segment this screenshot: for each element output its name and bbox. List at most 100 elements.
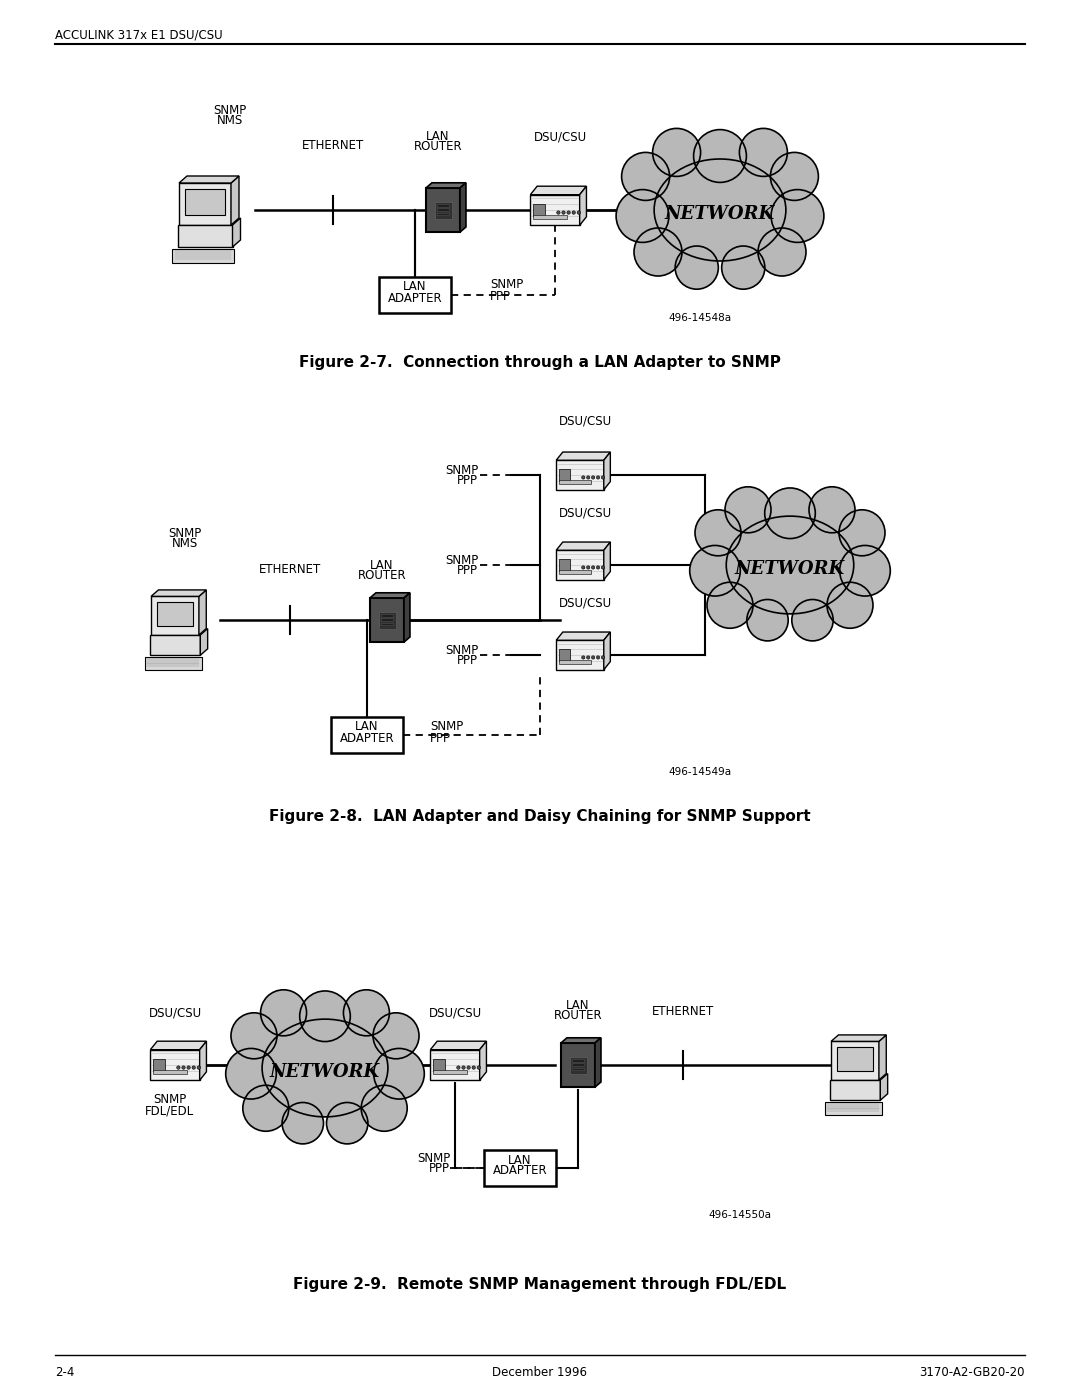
Polygon shape bbox=[595, 1038, 600, 1087]
FancyBboxPatch shape bbox=[558, 659, 592, 664]
Circle shape bbox=[592, 476, 595, 479]
Circle shape bbox=[562, 211, 565, 214]
Circle shape bbox=[582, 655, 585, 659]
Circle shape bbox=[577, 211, 581, 214]
Text: DSU/CSU: DSU/CSU bbox=[534, 130, 586, 142]
Text: DSU/CSU: DSU/CSU bbox=[558, 597, 611, 610]
FancyBboxPatch shape bbox=[151, 597, 199, 636]
Circle shape bbox=[477, 1066, 481, 1069]
FancyBboxPatch shape bbox=[530, 194, 580, 225]
FancyBboxPatch shape bbox=[153, 1059, 165, 1071]
Text: 496-14550a: 496-14550a bbox=[708, 1210, 771, 1220]
Circle shape bbox=[467, 1066, 470, 1069]
Text: ETHERNET: ETHERNET bbox=[652, 1004, 714, 1018]
Polygon shape bbox=[460, 183, 465, 232]
Text: SNMP: SNMP bbox=[168, 527, 202, 541]
Polygon shape bbox=[426, 183, 465, 189]
Circle shape bbox=[840, 545, 890, 597]
Circle shape bbox=[582, 566, 585, 569]
Text: SNMP: SNMP bbox=[214, 103, 246, 117]
FancyBboxPatch shape bbox=[433, 1070, 467, 1074]
Circle shape bbox=[696, 510, 741, 556]
Circle shape bbox=[231, 1013, 276, 1059]
Circle shape bbox=[567, 211, 570, 214]
Text: PPP: PPP bbox=[457, 475, 478, 488]
FancyBboxPatch shape bbox=[153, 1070, 187, 1074]
Circle shape bbox=[226, 1049, 276, 1099]
FancyBboxPatch shape bbox=[433, 1059, 445, 1071]
Text: 496-14548a: 496-14548a bbox=[669, 313, 731, 323]
FancyBboxPatch shape bbox=[561, 1044, 595, 1087]
Circle shape bbox=[300, 990, 350, 1042]
Text: ETHERNET: ETHERNET bbox=[302, 138, 364, 152]
Polygon shape bbox=[880, 1073, 888, 1101]
Circle shape bbox=[740, 129, 787, 176]
Circle shape bbox=[181, 1066, 185, 1069]
Circle shape bbox=[596, 566, 599, 569]
Circle shape bbox=[472, 1066, 475, 1069]
FancyBboxPatch shape bbox=[572, 1067, 584, 1070]
Circle shape bbox=[602, 655, 605, 659]
Text: DSU/CSU: DSU/CSU bbox=[429, 1007, 482, 1020]
Polygon shape bbox=[430, 1041, 486, 1049]
Circle shape bbox=[675, 246, 718, 289]
Polygon shape bbox=[556, 542, 610, 550]
Circle shape bbox=[586, 566, 590, 569]
Circle shape bbox=[243, 1085, 288, 1132]
FancyBboxPatch shape bbox=[330, 717, 403, 753]
Circle shape bbox=[592, 655, 595, 659]
Circle shape bbox=[361, 1085, 407, 1132]
Polygon shape bbox=[232, 218, 241, 247]
Circle shape bbox=[652, 129, 701, 176]
Circle shape bbox=[374, 1049, 424, 1099]
Text: ADAPTER: ADAPTER bbox=[492, 1165, 548, 1178]
Circle shape bbox=[725, 486, 771, 532]
Ellipse shape bbox=[726, 515, 854, 613]
Circle shape bbox=[177, 1066, 180, 1069]
Polygon shape bbox=[200, 629, 207, 655]
Text: ETHERNET: ETHERNET bbox=[259, 563, 321, 576]
Circle shape bbox=[596, 655, 599, 659]
FancyBboxPatch shape bbox=[572, 1059, 584, 1062]
Circle shape bbox=[602, 476, 605, 479]
Polygon shape bbox=[480, 1041, 486, 1080]
Text: DSU/CSU: DSU/CSU bbox=[148, 1007, 202, 1020]
Text: LAN: LAN bbox=[509, 1154, 531, 1166]
Circle shape bbox=[582, 476, 585, 479]
Text: 3170-A2-GB20-20: 3170-A2-GB20-20 bbox=[919, 1365, 1025, 1379]
Circle shape bbox=[827, 583, 873, 629]
Text: NETWORK: NETWORK bbox=[270, 1063, 380, 1081]
FancyBboxPatch shape bbox=[379, 277, 451, 313]
Text: Figure 2-7.  Connection through a LAN Adapter to SNMP: Figure 2-7. Connection through a LAN Ada… bbox=[299, 355, 781, 369]
Ellipse shape bbox=[654, 159, 786, 261]
Polygon shape bbox=[200, 1041, 206, 1080]
Text: LAN: LAN bbox=[370, 559, 394, 571]
Circle shape bbox=[586, 655, 590, 659]
Polygon shape bbox=[604, 453, 610, 490]
Circle shape bbox=[260, 990, 307, 1035]
Text: 496-14549a: 496-14549a bbox=[669, 767, 731, 777]
Polygon shape bbox=[604, 542, 610, 580]
Circle shape bbox=[690, 545, 740, 597]
FancyBboxPatch shape bbox=[558, 650, 570, 661]
Text: December 1996: December 1996 bbox=[492, 1365, 588, 1379]
FancyBboxPatch shape bbox=[378, 612, 395, 629]
FancyBboxPatch shape bbox=[532, 215, 567, 219]
FancyBboxPatch shape bbox=[437, 208, 449, 211]
FancyBboxPatch shape bbox=[381, 623, 393, 624]
Circle shape bbox=[282, 1102, 324, 1144]
Polygon shape bbox=[556, 631, 610, 640]
FancyBboxPatch shape bbox=[556, 550, 604, 580]
FancyBboxPatch shape bbox=[150, 1049, 200, 1080]
Text: NMS: NMS bbox=[217, 115, 243, 127]
FancyBboxPatch shape bbox=[572, 1063, 584, 1066]
Polygon shape bbox=[404, 592, 410, 643]
Circle shape bbox=[746, 599, 788, 641]
Circle shape bbox=[373, 1013, 419, 1059]
Circle shape bbox=[758, 228, 806, 277]
Text: Figure 2-9.  Remote SNMP Management through FDL/EDL: Figure 2-9. Remote SNMP Management throu… bbox=[294, 1277, 786, 1292]
Circle shape bbox=[634, 228, 681, 277]
Text: DSU/CSU: DSU/CSU bbox=[558, 507, 611, 520]
Circle shape bbox=[572, 211, 576, 214]
Circle shape bbox=[457, 1066, 460, 1069]
